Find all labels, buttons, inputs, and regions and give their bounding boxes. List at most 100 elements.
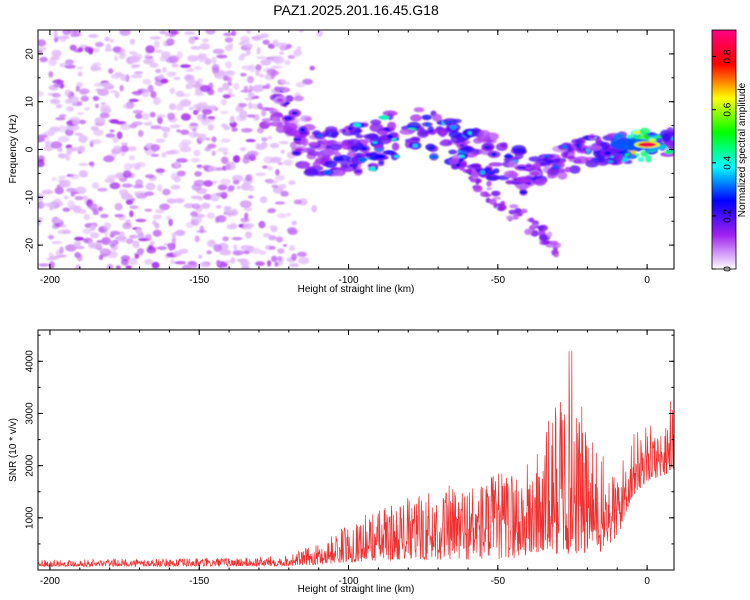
heatmap-cell — [217, 87, 224, 93]
heatmap-cell — [491, 152, 497, 157]
heatmap-cell — [569, 165, 581, 174]
heatmap-cell — [51, 240, 63, 245]
heatmap-cell — [75, 85, 81, 92]
heatmap-cell — [141, 89, 150, 98]
heatmap-cell — [121, 144, 128, 152]
heatmap-cell — [664, 150, 674, 155]
heatmap-cell — [123, 163, 133, 171]
heatmap-cell — [448, 131, 462, 138]
x-tick-label: -150 — [189, 275, 209, 286]
heatmap-cell — [255, 69, 261, 77]
heatmap-cell — [220, 123, 228, 128]
heatmap-cell — [52, 92, 61, 98]
heatmap-cell — [38, 193, 45, 200]
heatmap-cell — [100, 104, 111, 111]
heatmap-cell — [427, 126, 434, 133]
heatmap-cell — [179, 93, 191, 97]
heatmap-cell — [255, 261, 265, 267]
heatmap-cell — [109, 182, 121, 190]
colorbar-tick-label: 0 — [723, 266, 734, 272]
heatmap-cell — [190, 46, 201, 50]
heatmap-cell — [194, 66, 202, 71]
heatmap-cell — [144, 208, 153, 212]
heatmap-cell — [120, 48, 125, 52]
heatmap-cell — [206, 250, 212, 255]
heatmap-cell — [540, 240, 550, 246]
heatmap-cell — [469, 178, 477, 183]
heatmap-cell — [128, 257, 138, 266]
heatmap-cell — [288, 180, 296, 186]
heatmap-cell — [495, 142, 508, 152]
heatmap-cell — [226, 224, 237, 230]
heatmap-cell — [253, 35, 260, 41]
heatmap-cell — [79, 88, 90, 95]
heatmap-cell — [77, 145, 86, 153]
heatmap-cell — [38, 263, 50, 267]
heatmap-cell — [62, 207, 71, 212]
heatmap-cell — [492, 168, 500, 174]
heatmap-cell — [379, 161, 384, 164]
colorbar-tick-label: 0.8 — [723, 49, 734, 63]
heatmap-cell — [183, 74, 195, 82]
heatmap-cell — [562, 144, 568, 150]
heatmap-cell — [243, 250, 250, 255]
heatmap-cell — [144, 234, 152, 241]
heatmap-cell — [230, 257, 236, 264]
heatmap-cell — [564, 166, 572, 173]
heatmap-cell — [291, 111, 298, 115]
heatmap-cell — [508, 209, 516, 215]
heatmap-cell — [211, 136, 217, 143]
heatmap-cell — [599, 141, 611, 148]
heatmap-cell — [77, 66, 84, 70]
heatmap-cell — [547, 167, 559, 176]
heatmap-cell — [489, 198, 497, 205]
heatmap-cell — [50, 141, 63, 149]
heatmap-cell — [130, 74, 143, 79]
heatmap-cell — [267, 208, 276, 214]
heatmap-cell — [174, 197, 185, 204]
heatmap-cell — [224, 37, 234, 43]
heatmap-cell — [271, 65, 283, 69]
heatmap-cell — [265, 83, 271, 90]
heatmap-cell — [291, 220, 297, 226]
heatmap-cell — [447, 120, 453, 123]
heatmap-cell — [115, 172, 126, 179]
heatmap-cell — [38, 137, 45, 143]
heatmap-cell — [369, 166, 376, 172]
heatmap-cell — [354, 169, 363, 174]
heatmap-cell — [503, 170, 518, 178]
heatmap-cell — [168, 218, 173, 227]
heatmap-cell — [150, 125, 162, 130]
heatmap-cell — [108, 68, 114, 74]
x-tick-label: -100 — [339, 275, 359, 286]
heatmap-cell — [298, 198, 308, 206]
heatmap-cell — [151, 261, 160, 269]
heatmap-cell — [514, 207, 522, 214]
heatmap-cell — [90, 66, 102, 71]
heatmap-cell — [293, 138, 302, 141]
heatmap-cell — [295, 81, 306, 88]
heatmap-cell — [261, 109, 267, 117]
heatmap-cell — [97, 187, 108, 192]
heatmap-cell — [449, 158, 459, 165]
heatmap-cell — [224, 259, 233, 264]
heatmap-cell — [412, 144, 418, 148]
heatmap-cell — [246, 30, 251, 34]
heatmap-cell — [217, 184, 228, 191]
heatmap-cell — [260, 59, 272, 66]
heatmap-cell — [266, 68, 277, 76]
heatmap-cell — [424, 122, 430, 127]
heatmap-cell — [531, 223, 539, 227]
heatmap-cell — [357, 157, 368, 162]
heatmap-cell — [256, 47, 261, 55]
heatmap-cell — [316, 30, 324, 37]
heatmap-cell — [399, 128, 415, 135]
heatmap-cell — [270, 227, 278, 233]
heatmap-cell — [164, 32, 170, 37]
heatmap-cell — [215, 205, 222, 209]
heatmap-cell — [66, 187, 77, 193]
x-tick-label: 0 — [644, 576, 650, 587]
heatmap-cell — [472, 171, 480, 178]
heatmap-cell — [257, 103, 263, 110]
heatmap-cell — [585, 159, 599, 168]
